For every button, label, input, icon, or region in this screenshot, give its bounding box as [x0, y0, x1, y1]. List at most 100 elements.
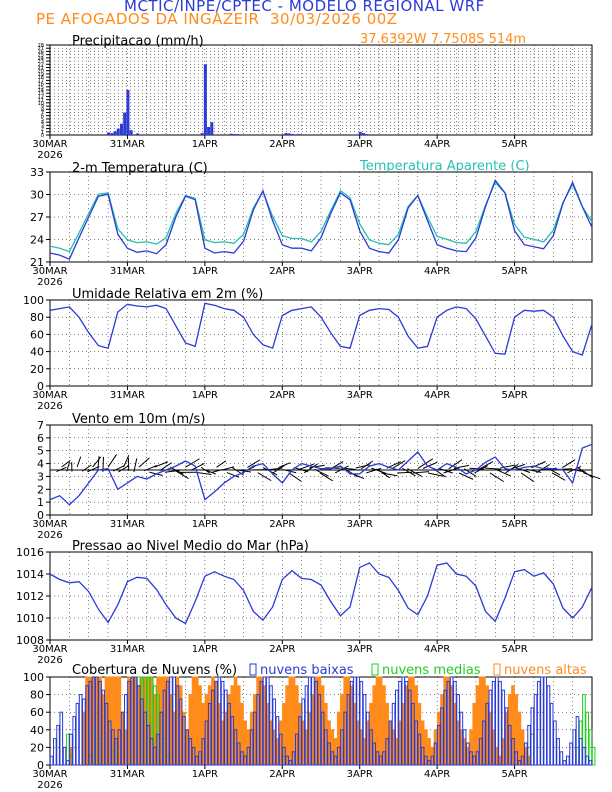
- cloud-bar-2: [285, 685, 289, 766]
- cloud-bar-0: [120, 711, 125, 766]
- wind-vector: [257, 472, 272, 482]
- cloud-bar-0: [378, 755, 383, 766]
- cloud-bar-0: [527, 724, 531, 766]
- cloud-bar-0: [330, 751, 335, 766]
- cloud-bar-0: [436, 724, 441, 766]
- wind-vector: [479, 461, 494, 470]
- wind-vector: [422, 461, 438, 469]
- precip-ytick-label: 18: [38, 75, 44, 81]
- cloud-bar-2: [378, 676, 383, 766]
- cloud-bar-0: [159, 711, 164, 766]
- wind-vector: [200, 466, 210, 474]
- wind-vector: [360, 460, 374, 470]
- cloud-bar-0: [511, 738, 515, 766]
- cloud-bar-0: [204, 720, 209, 766]
- wind-vector: [489, 472, 504, 483]
- cloud-bar-0: [69, 733, 73, 766]
- temp-xtick-label: 3APR: [347, 266, 373, 277]
- cloud-bar-0: [420, 746, 425, 766]
- header-coords: 37.6392W 7.7508S 514m: [360, 32, 526, 47]
- precip-ytick-label: 7: [41, 111, 44, 117]
- pressure-ytick-label: 1008: [16, 634, 44, 647]
- wind-vector: [56, 466, 67, 473]
- cloud-bar-0: [333, 755, 338, 766]
- cloud-bar-0: [365, 711, 370, 766]
- wind-ytick-label: 3: [37, 470, 44, 483]
- cloud-bar-0: [294, 733, 299, 766]
- precip-ytick-label: 26: [38, 49, 44, 55]
- cloud-bar-0: [520, 755, 525, 766]
- wind-vector: [582, 472, 601, 480]
- precip-ytick-label: 23: [38, 59, 44, 65]
- cloud-bar-0: [443, 689, 448, 766]
- cloud-bar-0: [256, 694, 260, 766]
- cloud-bar-0: [478, 738, 483, 766]
- wind-vector: [319, 472, 333, 482]
- wind-vector: [303, 463, 318, 474]
- precip-ytick-label: 15: [38, 85, 44, 91]
- cloud-bar-0: [388, 720, 393, 766]
- cloud-bar-0: [359, 680, 364, 766]
- rh-xtick-label: 31MAR: [110, 390, 145, 401]
- cloud-bar-0: [553, 720, 557, 766]
- cloud-bar-0: [324, 729, 328, 766]
- cloud-bar-0: [259, 680, 264, 766]
- precip-bar: [200, 133, 204, 135]
- wind-vector: [190, 462, 205, 471]
- cloud-bar-0: [59, 711, 64, 766]
- precip-bar: [358, 131, 362, 135]
- pressure-title: Pressao ao Nivel Medio do Mar (hPa): [72, 539, 309, 554]
- cloud-bar-0: [133, 676, 138, 766]
- precip-xtick-label: 31MAR: [110, 139, 145, 150]
- cloud-bar-0: [449, 676, 454, 766]
- cloud-bar-0: [488, 689, 493, 766]
- wind-xtick-label: 1APR: [192, 519, 218, 530]
- rh-ytick-label: 20: [30, 363, 44, 376]
- cloud-bar-0: [149, 738, 154, 766]
- clouds-ytick-label: 60: [30, 706, 44, 719]
- header-title: MCTIC/INPE/CPTEC - MODELO REGIONAL WRF: [124, 0, 485, 15]
- cloud-bar-2: [194, 676, 199, 766]
- wind-vector: [87, 465, 100, 473]
- cloud-bar-0: [165, 680, 170, 766]
- wind-vector: [551, 472, 566, 481]
- wind-vector: [205, 469, 217, 475]
- cloud-bar-0: [88, 680, 93, 766]
- cloud-bar-0: [578, 738, 583, 766]
- cloud-legend-label: nuvens baixas: [260, 663, 354, 678]
- clouds-xtick-year: 2026: [37, 780, 62, 791]
- wind-vector: [510, 463, 526, 470]
- cloud-bar-0: [236, 742, 241, 766]
- precip-bar: [116, 128, 120, 135]
- cloud-bar-0: [536, 680, 541, 766]
- precip-bar: [110, 133, 114, 135]
- cloud-bar-0: [249, 729, 254, 766]
- cloud-bar-0: [327, 742, 331, 766]
- wind-vector: [520, 472, 535, 482]
- cloud-bar-0: [146, 724, 151, 766]
- cloud-bar-0: [462, 729, 467, 766]
- wind-xtick-year: 2026: [37, 530, 62, 541]
- wind-vector: [174, 470, 189, 479]
- wind-vector: [118, 465, 129, 473]
- precip-bar: [365, 134, 369, 135]
- cloud-bar-0: [117, 729, 122, 766]
- temp-xtick-label: 30MAR: [32, 266, 67, 277]
- cloud-bar-1: [591, 746, 596, 766]
- pressure-xtick-year: 2026: [37, 655, 62, 666]
- cloud-bar-0: [440, 707, 444, 766]
- precip-bar: [287, 133, 291, 135]
- cloud-bar-0: [220, 680, 225, 766]
- clouds-ytick-label: 80: [30, 689, 44, 702]
- cloud-bar-0: [398, 680, 402, 766]
- wind-vector: [133, 458, 138, 473]
- cloud-bar-0: [201, 738, 206, 766]
- rh-title: Umidade Relativa em 2m (%): [72, 287, 263, 302]
- cloud-bar-0: [340, 729, 344, 766]
- cloud-bar-0: [469, 751, 473, 766]
- cloud-bar-0: [188, 738, 193, 766]
- cloud-bar-0: [53, 738, 57, 766]
- cloud-bar-0: [98, 680, 102, 766]
- cloud-bar-0: [456, 694, 460, 766]
- rh-ytick-label: 40: [30, 346, 44, 359]
